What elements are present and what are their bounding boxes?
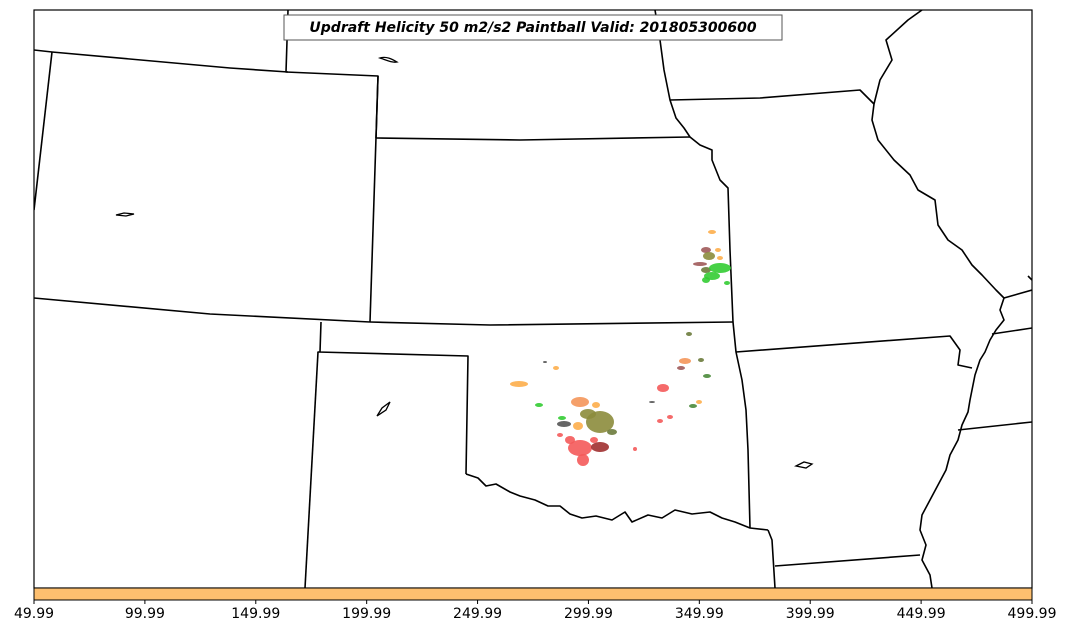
colorbar-tick-label: 449.99: [897, 606, 946, 622]
paintball-blob: [573, 422, 583, 430]
lake-co: [115, 212, 135, 217]
paintball-blob: [535, 403, 543, 407]
paintball-blob: [510, 381, 528, 387]
paintball-blob: [693, 262, 707, 266]
paintball-blob: [698, 358, 704, 362]
border-red-river: [465, 473, 769, 531]
border-mississippi: [871, 10, 1005, 588]
map-layer: [34, 10, 1032, 588]
paintball-blob: [703, 252, 715, 260]
lake-texoma-east: [794, 461, 814, 469]
border-nm-tx: [304, 351, 319, 588]
border-wy-south: [34, 49, 289, 73]
border-ar-la: [774, 554, 921, 567]
colorbar-tick-label: 399.99: [786, 606, 835, 622]
paintball-blob: [724, 281, 730, 285]
colorbar-tick-label: 349.99: [675, 606, 724, 622]
paintball-blob: [715, 248, 721, 252]
border-ky-tn: [1003, 289, 1032, 299]
colorbar-tick-label: 99.99: [125, 606, 165, 622]
paintball-blob: [557, 433, 563, 437]
paintball-blob: [557, 421, 571, 427]
border-ks-ok: [369, 321, 734, 326]
paintball-blob: [686, 332, 692, 336]
paintball-blob: [701, 267, 711, 273]
paintball-blob: [580, 409, 596, 419]
paintball-blob: [708, 230, 716, 234]
border-tn-ms: [991, 327, 1032, 335]
border-ok-ar: [732, 321, 751, 529]
border-co-east: [369, 75, 379, 323]
border-co-west: [34, 51, 53, 211]
paintball-blob: [703, 374, 711, 378]
lakes: [115, 56, 814, 469]
paintball-blob: [709, 263, 731, 273]
paintball-blob: [607, 429, 617, 435]
colorbar-tick-label: 299.99: [564, 606, 613, 622]
colorbar-ticks: 49.99 99.99 149.99 199.99 249.99 299.99 349.99…: [14, 600, 1057, 622]
paintball-blob: [701, 247, 711, 253]
paintball-blob: [553, 366, 559, 370]
paintball-blob: [633, 447, 637, 451]
paintball-blob: [577, 454, 589, 466]
state-borders: [34, 10, 1032, 588]
colorbar-tick-label: 49.99: [14, 606, 54, 622]
map-background: [34, 10, 1032, 588]
paintball-blob: [568, 440, 592, 456]
paintball-blob: [592, 402, 600, 408]
paintball-blob: [590, 437, 598, 443]
colorbar-tick-label: 249.99: [453, 606, 502, 622]
paintball-blob: [689, 404, 697, 408]
paintball-blob: [657, 419, 663, 423]
paintball-blob: [657, 384, 669, 392]
border-missouri-river: [654, 10, 734, 323]
border-co-south: [34, 297, 371, 323]
paintball-blob: [696, 400, 702, 404]
paintball-blob: [679, 358, 691, 364]
paintball-objects: [510, 230, 731, 466]
lake-meredith: [376, 401, 391, 417]
paintball-blob: [677, 366, 685, 370]
paintball-blob: [565, 436, 575, 444]
colorbar-tick-label: 499.99: [1008, 606, 1057, 622]
border-tx-ar: [767, 529, 776, 588]
colorbar-tick-label: 149.99: [231, 606, 280, 622]
lake-mcconaughy: [377, 56, 399, 63]
paintball-blob: [717, 256, 723, 260]
paintball-blob: [558, 416, 566, 420]
map-title: Updraft Helicity 50 m2/s2 Paintball Vali…: [309, 20, 756, 36]
border-ia-mo: [669, 89, 875, 105]
paintball-blob: [543, 361, 547, 363]
title-box: [283, 14, 783, 41]
border-il-edge: [1027, 275, 1032, 281]
border-mo-ar: [735, 335, 973, 369]
paintball-blob: [571, 397, 589, 407]
border-ms-north: [957, 421, 1032, 431]
paintball-blob: [591, 442, 609, 452]
colorbar: [33, 587, 1033, 601]
paintball-blob: [649, 401, 655, 403]
paintball-blob: [702, 277, 710, 283]
colorbar-tick-label: 199.99: [342, 606, 391, 622]
border-ne-ks: [375, 136, 691, 141]
paintball-blob: [667, 415, 673, 419]
